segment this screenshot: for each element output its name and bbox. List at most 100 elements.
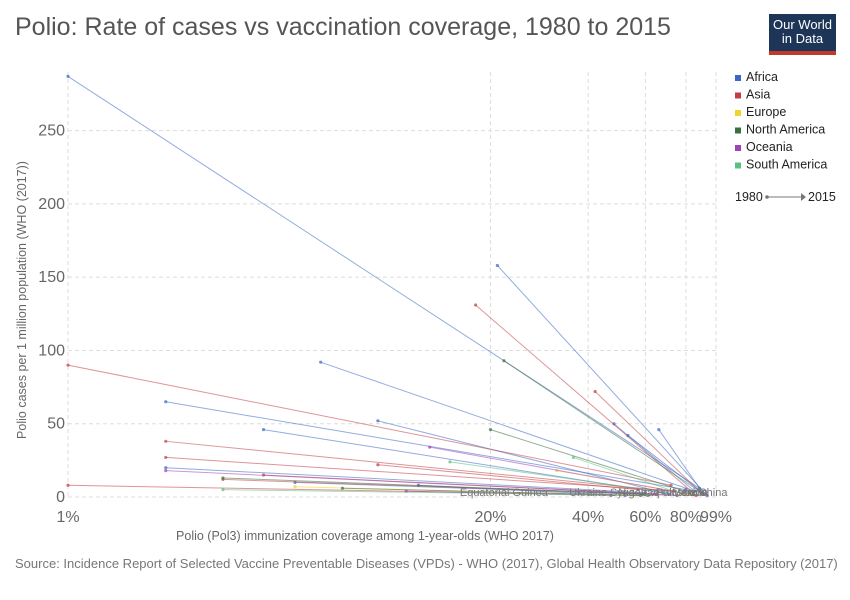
legend-entry[interactable]: North America: [746, 123, 825, 137]
y-axis-ticks: 0 50 100 150 200 250: [38, 123, 65, 506]
series-end-point[interactable]: [697, 489, 701, 493]
series-start-point[interactable]: [293, 485, 297, 489]
series-line[interactable]: [475, 304, 694, 493]
series-start-point[interactable]: [376, 463, 380, 467]
country-label[interactable]: India: [684, 487, 709, 499]
series-end-point[interactable]: [700, 492, 705, 496]
series-start-point[interactable]: [164, 439, 168, 443]
x-axis-ticks: 1% 20% 40% 60% 80%99%: [56, 509, 732, 526]
gridlines: [67, 72, 717, 498]
legend-swatch: [735, 162, 741, 169]
series-line[interactable]: [222, 489, 648, 497]
country-label[interactable]: Pakistan: [656, 487, 698, 499]
series-start-point[interactable]: [221, 488, 225, 492]
legend-swatch: [735, 110, 741, 116]
series-line[interactable]: [503, 360, 700, 492]
y-tick-label: 250: [38, 123, 65, 140]
series-start-point[interactable]: [164, 455, 168, 460]
series-line[interactable]: [573, 456, 683, 495]
series-end-point[interactable]: [652, 492, 657, 496]
series-start-point[interactable]: [657, 427, 661, 432]
series-start-point[interactable]: [340, 486, 345, 490]
series-start-point[interactable]: [495, 263, 499, 268]
legend-entry[interactable]: Oceania: [746, 140, 793, 154]
owid-logo[interactable]: Our World in Data: [769, 14, 836, 55]
y-axis-label: Polio cases per 1 million population (WH…: [15, 161, 29, 439]
series-start-point[interactable]: [376, 419, 380, 423]
time-legend[interactable]: 1980 2015: [735, 190, 836, 204]
series-start-point[interactable]: [571, 455, 575, 460]
series-end-point[interactable]: [680, 492, 684, 496]
series-line[interactable]: [67, 364, 672, 486]
legend-swatch: [735, 145, 741, 151]
y-tick-label: 200: [38, 196, 65, 213]
y-tick-label: 50: [47, 416, 65, 433]
series-line[interactable]: [490, 429, 690, 494]
chart-title: Polio: Rate of cases vs vaccination cove…: [15, 13, 671, 41]
x-axis-label: Polio (Pol3) immunization coverage among…: [176, 529, 554, 543]
country-label[interactable]: China: [699, 487, 729, 499]
series-line[interactable]: [222, 477, 644, 495]
source-note: Source: Incidence Report of Selected Vac…: [15, 556, 838, 571]
series-line[interactable]: [429, 446, 674, 492]
series-end-point[interactable]: [687, 491, 692, 495]
series-line[interactable]: [165, 470, 655, 495]
legend: Africa Asia Europe North America Oceania Sout…: [735, 70, 827, 172]
x-tick-label: 60%: [629, 509, 661, 526]
series-end-point[interactable]: [684, 488, 688, 492]
time-legend-end: 2015: [808, 190, 836, 204]
series-end-point[interactable]: [694, 493, 698, 498]
series-end-point[interactable]: [665, 491, 669, 495]
series-start-point[interactable]: [488, 427, 493, 432]
series-line[interactable]: [377, 464, 639, 491]
series-line[interactable]: [320, 361, 695, 492]
series-end-point[interactable]: [646, 493, 650, 498]
legend-entry[interactable]: Asia: [746, 88, 770, 102]
series-line[interactable]: [658, 429, 703, 493]
series-start-point[interactable]: [428, 445, 432, 449]
country-label[interactable]: Ukraine: [569, 487, 607, 499]
legend-entry[interactable]: Europe: [746, 105, 786, 119]
series-line[interactable]: [165, 440, 685, 494]
series-line[interactable]: [594, 391, 703, 495]
legend-entry[interactable]: Africa: [746, 70, 778, 84]
country-label[interactable]: Syria: [610, 487, 636, 499]
series-start-point[interactable]: [319, 360, 323, 364]
series-end-point[interactable]: [705, 493, 709, 498]
series-line[interactable]: [627, 435, 705, 495]
legend-entry[interactable]: South America: [746, 158, 827, 172]
series-start-point[interactable]: [448, 460, 452, 464]
y-tick-label: 0: [56, 489, 65, 506]
series-start-point[interactable]: [66, 363, 70, 367]
series-start-point[interactable]: [593, 389, 597, 394]
legend-swatch: [735, 127, 741, 134]
country-label[interactable]: Nigeria: [618, 487, 654, 499]
country-label[interactable]: Mexico: [672, 487, 707, 499]
series-start-point[interactable]: [261, 427, 266, 432]
source-text: Incidence Report of Selected Vaccine Pre…: [63, 556, 838, 571]
x-tick-label: 20%: [474, 509, 506, 526]
series-start-point[interactable]: [66, 74, 70, 78]
logo-line-1: Our World: [773, 17, 832, 32]
series-end-point[interactable]: [691, 491, 695, 495]
series-lines: [66, 74, 709, 498]
series-line[interactable]: [67, 75, 700, 489]
series-start-point[interactable]: [164, 469, 168, 473]
series-start-point[interactable]: [164, 466, 168, 470]
y-tick-label: 100: [38, 342, 65, 359]
country-label[interactable]: Iraq: [641, 487, 660, 499]
x-tick-label: 40%: [572, 509, 604, 526]
series-start-point[interactable]: [164, 400, 168, 404]
series-line[interactable]: [449, 461, 668, 494]
series-start-point[interactable]: [473, 303, 478, 307]
series-start-point[interactable]: [502, 359, 506, 363]
country-label[interactable]: Equatorial Guinea: [460, 487, 549, 499]
country-labels: Equatorial Guinea Ukraine SyriaNigeriaIraq…: [460, 487, 729, 499]
series-start-point[interactable]: [66, 483, 70, 487]
series-line[interactable]: [165, 401, 687, 491]
series-start-point[interactable]: [221, 476, 225, 480]
series-line[interactable]: [165, 467, 646, 494]
series-line[interactable]: [496, 265, 708, 496]
legend-swatch: [735, 92, 741, 99]
